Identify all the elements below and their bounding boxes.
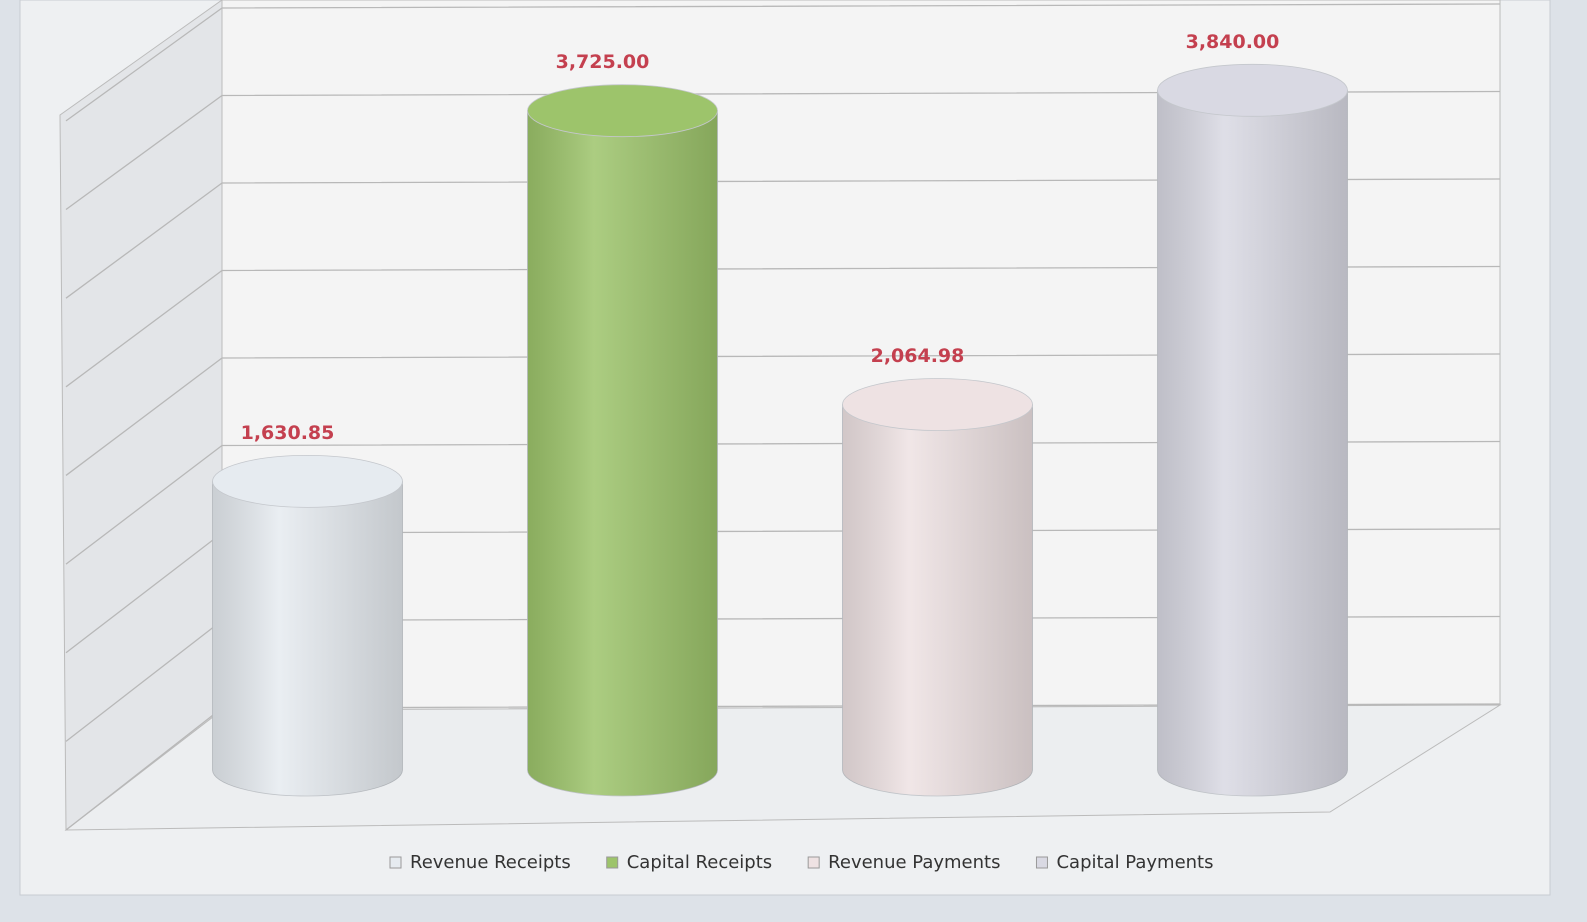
cylinder-top <box>842 378 1033 431</box>
cylinder-top <box>527 84 718 138</box>
grid-line <box>65 3 1501 122</box>
value-label: 1,630.85 <box>241 422 335 444</box>
legend-swatch <box>1035 856 1048 869</box>
legend-swatch <box>389 856 402 869</box>
cylinder-shade <box>212 481 403 796</box>
cylinder <box>212 454 403 797</box>
value-label: 3,840.00 <box>1186 31 1280 53</box>
cylinder-shade <box>1157 90 1348 796</box>
legend-label: Capital Receipts <box>627 852 772 873</box>
cylinder-shade <box>842 404 1033 796</box>
cylinder <box>842 378 1033 797</box>
floor <box>64 704 1502 831</box>
cylinder-top <box>1157 63 1348 117</box>
side-wall <box>59 0 223 832</box>
legend-label: Capital Payments <box>1056 852 1213 873</box>
legend-label: Revenue Payments <box>828 852 1000 873</box>
grid-line <box>65 178 1501 299</box>
grid-line <box>65 90 1501 211</box>
grid-line <box>65 265 1501 388</box>
value-label: 3,725.00 <box>556 51 650 73</box>
grid-line <box>65 353 1501 476</box>
cylinder <box>1157 63 1348 797</box>
cylinder-top <box>212 454 403 508</box>
cylinder-shade <box>527 110 718 797</box>
value-label: 2,064.98 <box>871 345 965 367</box>
legend-swatch <box>807 856 820 869</box>
cylinder <box>527 84 718 797</box>
legend-label: Revenue Receipts <box>410 852 571 873</box>
grid-line <box>65 440 1501 565</box>
legend-swatch <box>606 856 619 869</box>
